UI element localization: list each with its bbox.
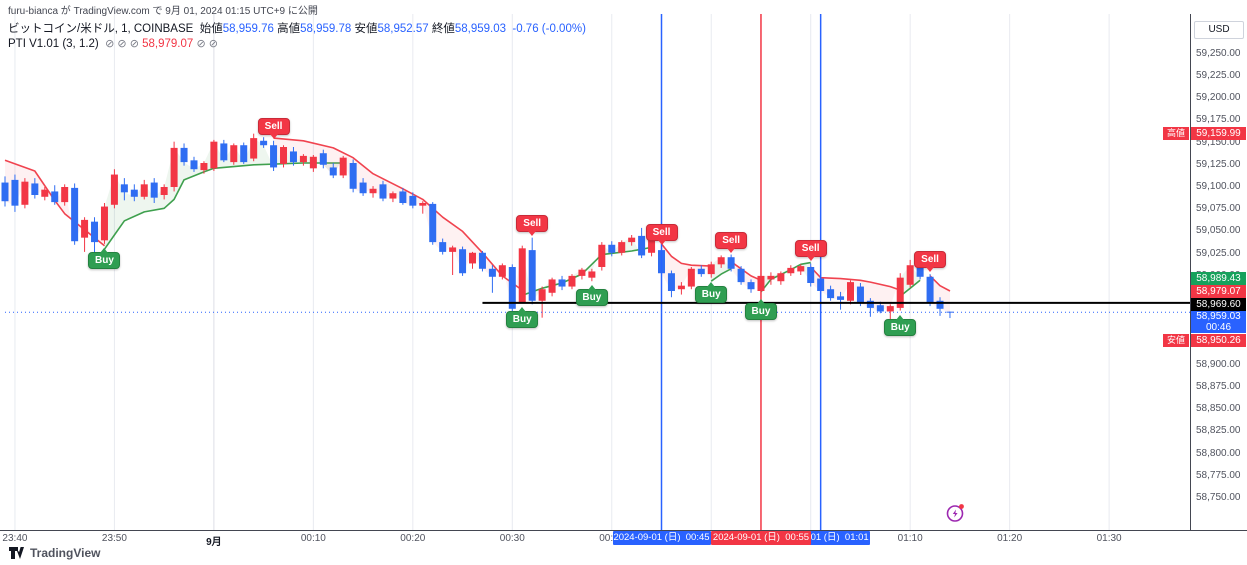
price-tick: 59,125.00 — [1196, 158, 1241, 170]
time-tick: 23:40 — [2, 533, 28, 544]
indicator-value: 58,979.07 — [142, 38, 194, 50]
publish-info: furu-bianca が TradingView.com で 9月 01, 2… — [8, 6, 318, 17]
event-time-label: 2024-09-01 (日) 00:45 — [612, 531, 711, 545]
session-low-price-label: 58,950.26 — [1191, 334, 1246, 347]
symbol-title[interactable]: ビットコイン/米ドル, 1, COINBASE — [8, 23, 194, 35]
buy-signal-label: Buy — [88, 247, 121, 269]
hidden-value-icons: ⊘ ⊘ ⊘ — [105, 38, 139, 50]
time-tick: 00:40 — [599, 533, 624, 544]
sell-signal-label: Sell — [645, 223, 678, 245]
price-tick: 58,800.00 — [1196, 447, 1241, 459]
price-tick: 58,850.00 — [1196, 403, 1241, 415]
price-tick: 58,775.00 — [1196, 469, 1241, 481]
price-tick: 59,175.00 — [1196, 114, 1241, 126]
chart-legend: ビットコイン/米ドル, 1, COINBASE 始値58,959.76 高値58… — [8, 22, 586, 52]
session-high-price-label: 59,159.99 — [1191, 127, 1246, 140]
symbol-ohlc-row[interactable]: ビットコイン/米ドル, 1, COINBASE 始値58,959.76 高値58… — [8, 22, 586, 37]
drawing-hline-price-label: 58,969.60 — [1191, 298, 1246, 311]
sell-signal-label: Sell — [794, 240, 827, 262]
time-tick: 23:50 — [101, 533, 127, 544]
close-label: 終値 — [431, 23, 455, 35]
pti-indicator-bands — [4, 137, 951, 313]
high-value: 58,959.78 — [300, 23, 352, 35]
notification-dot — [959, 504, 964, 509]
time-tick: 01:30 — [1096, 533, 1122, 544]
price-tick: 59,025.00 — [1196, 247, 1241, 259]
price-tick: 59,200.00 — [1196, 92, 1241, 104]
time-tick: 00:20 — [400, 533, 426, 544]
low-value: 58,952.57 — [377, 23, 429, 35]
price-tick: 59,050.00 — [1196, 225, 1241, 237]
indicator-row[interactable]: PTI V1.01 (3, 1.2) ⊘ ⊘ ⊘ 58,979.07 ⊘ ⊘ — [8, 37, 586, 52]
buy-signal-label: Buy — [744, 298, 777, 320]
price-tick: 59,075.00 — [1196, 203, 1241, 215]
event-vlines — [660, 14, 822, 530]
change-value: -0.76 (-0.00%) — [512, 23, 586, 35]
sell-signal-label: Sell — [715, 231, 748, 253]
price-tick: 58,875.00 — [1196, 381, 1241, 392]
indicator-upper-price-label: 58,989.43 — [1191, 272, 1246, 285]
time-tick: 01:20 — [997, 533, 1023, 544]
publish-header: furu-bianca が TradingView.com で 9月 01, 2… — [0, 0, 1247, 17]
sell-signal-label: Sell — [516, 214, 549, 236]
sell-signal-label: Sell — [914, 251, 947, 273]
close-value: 58,959.03 — [454, 23, 506, 35]
price-tick: 58,825.00 — [1196, 425, 1241, 437]
lightning-bolt-glyph — [952, 509, 958, 518]
high-label: 高値 — [277, 23, 301, 35]
tradingview-logo-icon — [9, 547, 24, 559]
open-value: 58,959.76 — [222, 23, 274, 35]
price-tick: 59,150.00 — [1196, 136, 1241, 148]
buy-signal-label: Buy — [695, 281, 728, 303]
currency-unit-button[interactable]: USD — [1194, 21, 1244, 39]
indicator-name[interactable]: PTI V1.01 (3, 1.2) — [8, 38, 99, 50]
time-tick: 00:30 — [499, 533, 525, 544]
price-tick: 59,100.00 — [1196, 180, 1241, 192]
price-tick: 58,750.00 — [1196, 492, 1241, 504]
tradingview-logo[interactable]: TradingView — [8, 546, 100, 560]
indicator-pti-price-label: 58,979.07 — [1191, 285, 1246, 298]
time-tick: 9月 — [206, 537, 222, 548]
low-label: 安値 — [354, 23, 378, 35]
sell-signal-label: Sell — [257, 117, 290, 139]
price-tick: 59,250.00 — [1196, 47, 1241, 59]
tradingview-logo-text: TradingView — [30, 546, 101, 560]
last-price-price-label: 58,959.03 00:46 — [1191, 311, 1246, 333]
price-tick: 58,900.00 — [1196, 358, 1241, 370]
buy-signal-label: Buy — [506, 306, 539, 328]
gridlines — [14, 14, 1110, 530]
buy-signal-label: Buy — [884, 314, 917, 336]
price-tick: 59,225.00 — [1196, 69, 1241, 81]
session-low-prefix: 安値 — [1163, 334, 1189, 347]
open-label: 始値 — [199, 23, 223, 35]
hidden-value-icons: ⊘ ⊘ — [196, 38, 219, 50]
flash-status-icon[interactable] — [945, 502, 967, 524]
event-time-label: 2024-09-01 (日) 00:55 — [710, 531, 811, 545]
buy-signal-label: Buy — [575, 285, 608, 307]
bar-countdown: 00:46 — [1205, 322, 1232, 333]
time-tick: 01:10 — [897, 533, 923, 544]
session-high-prefix: 高値 — [1163, 127, 1189, 140]
time-tick: 00:10 — [300, 533, 326, 544]
